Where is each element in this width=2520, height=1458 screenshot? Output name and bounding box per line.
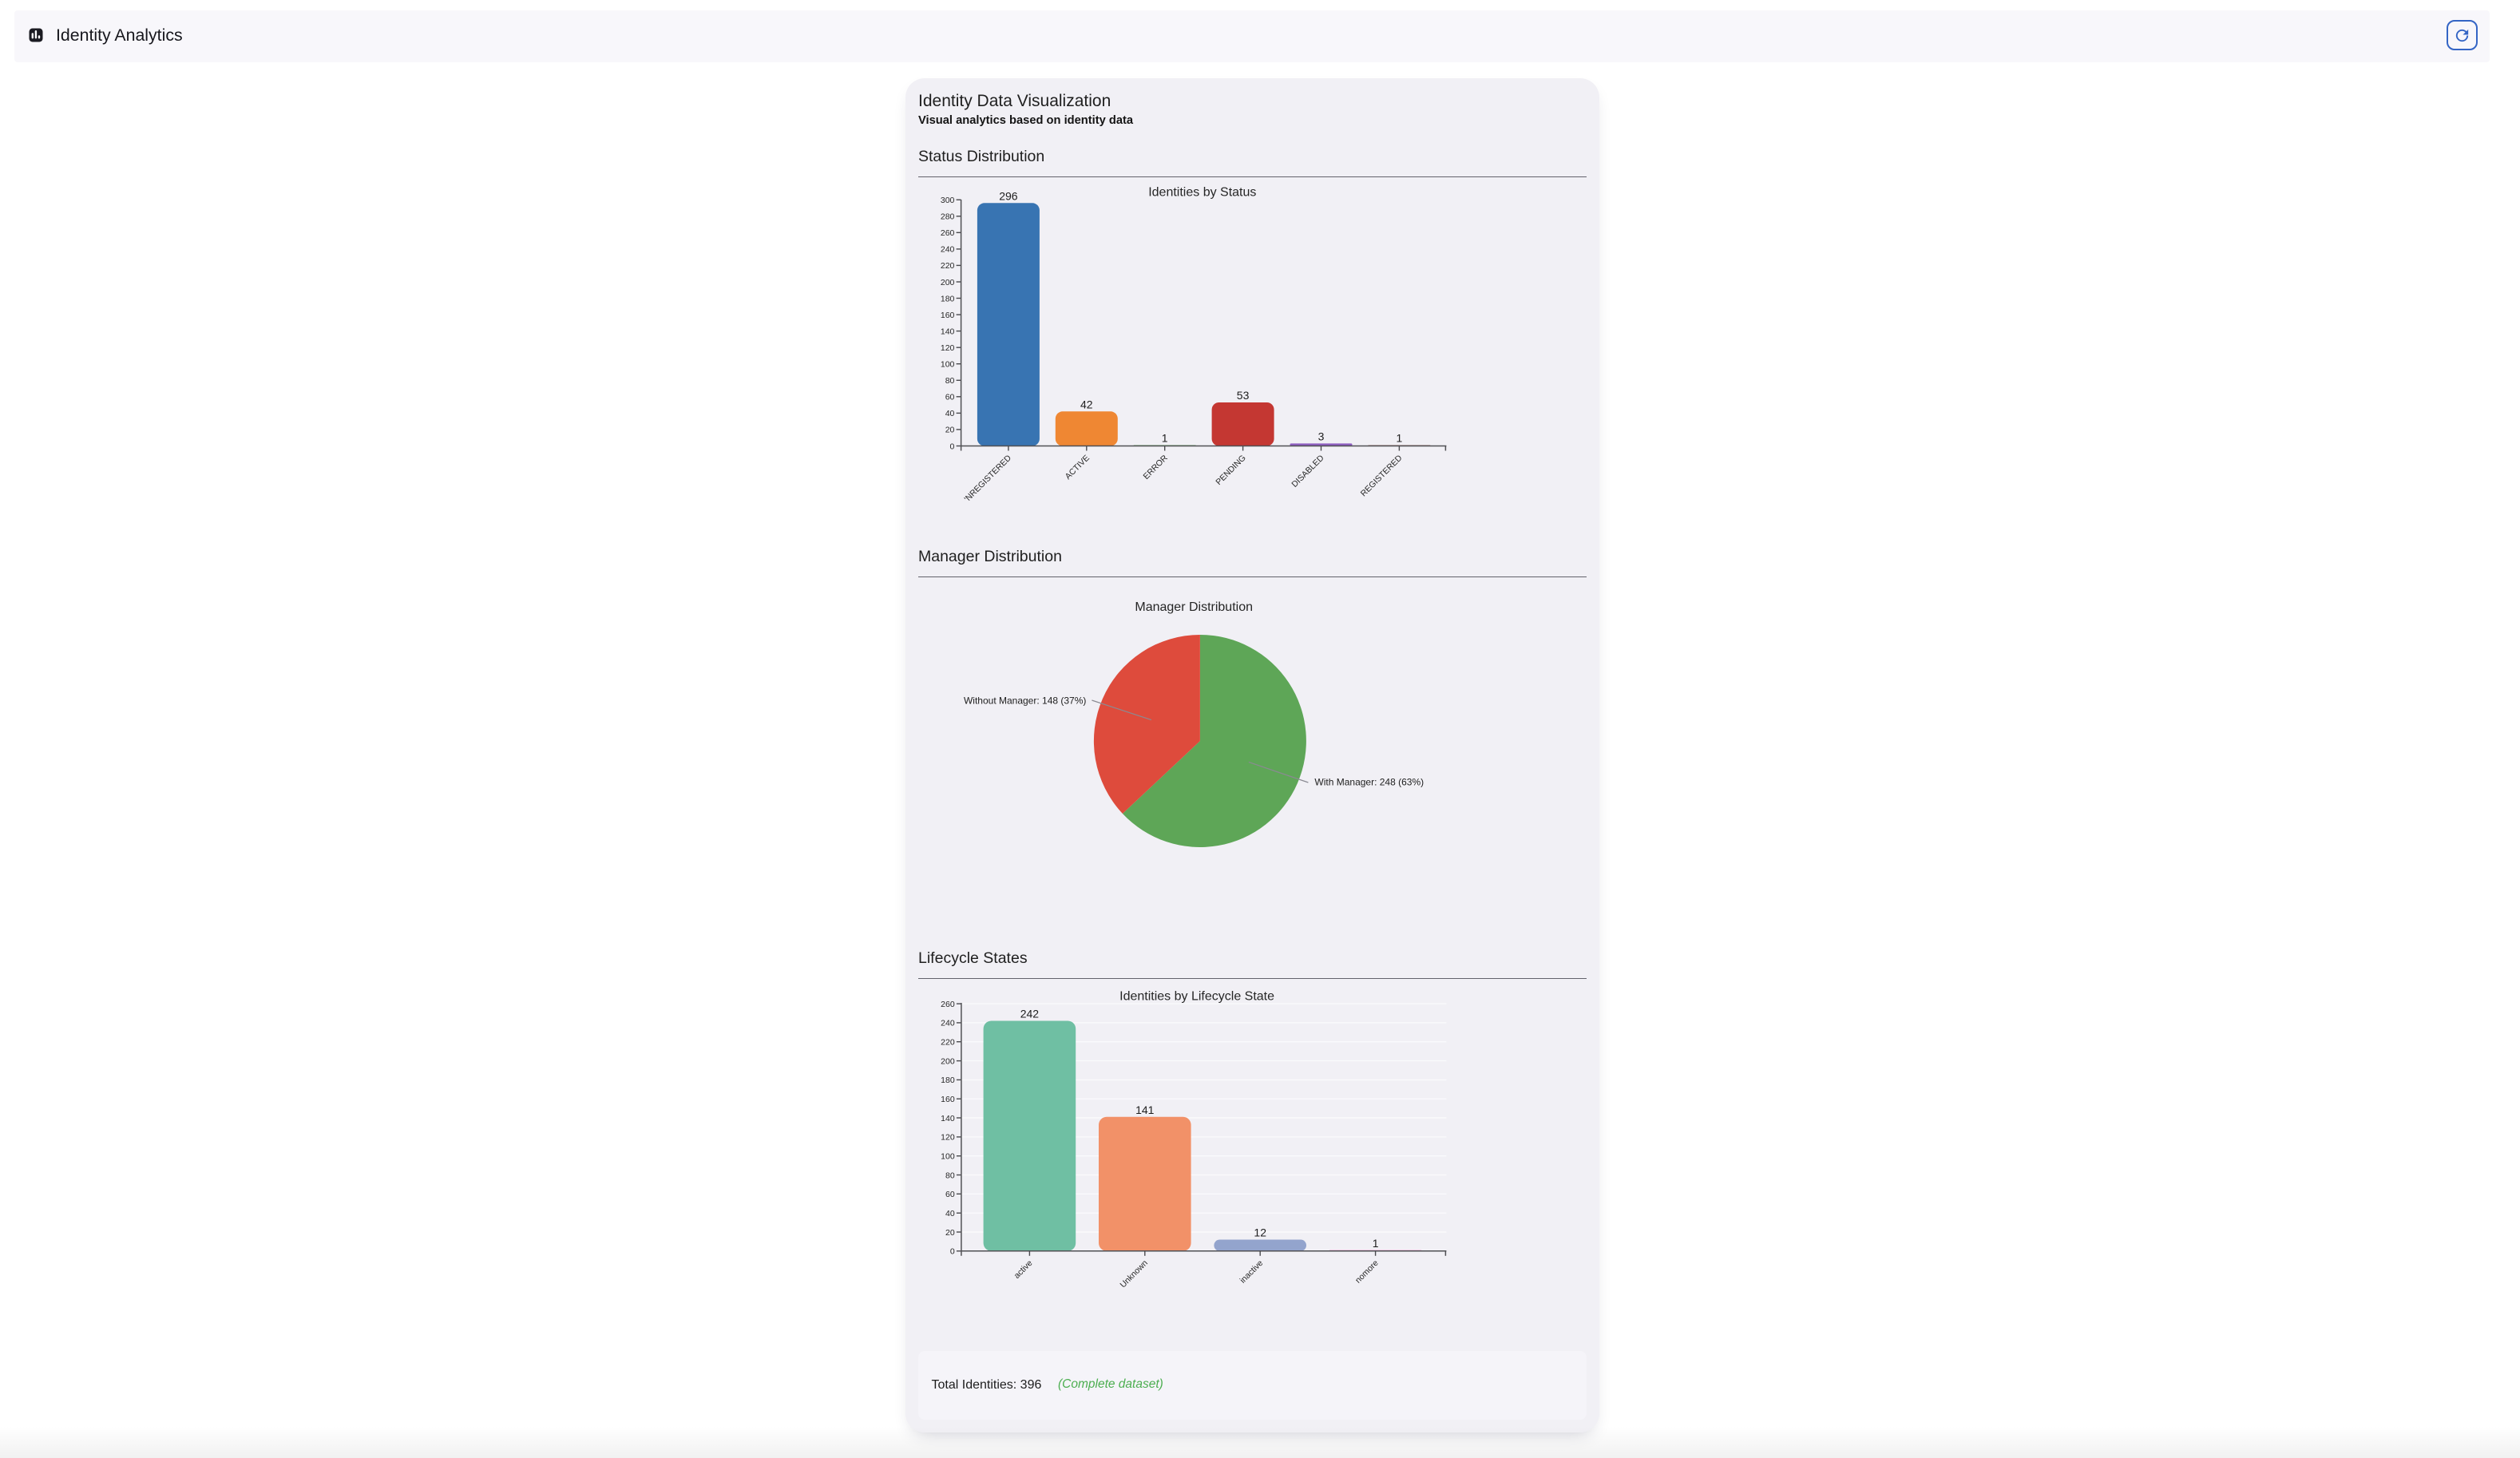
svg-text:140: 140 (941, 1114, 955, 1123)
svg-text:120: 120 (941, 1133, 955, 1143)
svg-text:20: 20 (945, 426, 954, 435)
svg-text:220: 220 (940, 261, 954, 271)
svg-text:Unknown: Unknown (1118, 1258, 1150, 1290)
svg-text:200: 200 (940, 278, 954, 287)
svg-text:100: 100 (941, 1151, 955, 1161)
svg-text:242: 242 (1020, 1008, 1039, 1020)
svg-text:nomore: nomore (1353, 1258, 1381, 1286)
svg-text:80: 80 (945, 1171, 955, 1180)
svg-text:Identities by Status: Identities by Status (1148, 186, 1256, 200)
svg-text:260: 260 (941, 1000, 955, 1009)
svg-text:80: 80 (945, 376, 954, 386)
svg-text:12: 12 (1254, 1226, 1266, 1239)
svg-text:120: 120 (940, 343, 954, 353)
svg-text:296: 296 (999, 189, 1018, 202)
svg-text:220: 220 (941, 1037, 955, 1047)
svg-text:300: 300 (940, 196, 954, 205)
svg-text:0: 0 (949, 1247, 954, 1257)
svg-text:180: 180 (940, 294, 954, 303)
svg-text:40: 40 (945, 1209, 955, 1218)
svg-text:141: 141 (1135, 1103, 1155, 1116)
svg-text:160: 160 (941, 1095, 955, 1104)
svg-text:1: 1 (1372, 1237, 1378, 1250)
svg-text:60: 60 (945, 393, 954, 402)
svg-text:40: 40 (945, 409, 954, 418)
svg-text:ACTIVE: ACTIVE (1063, 454, 1091, 481)
svg-text:ERROR: ERROR (1141, 453, 1170, 481)
svg-text:200: 200 (941, 1056, 955, 1066)
svg-text:'NREGISTERED: 'NREGISTERED (962, 453, 1013, 504)
svg-text:1: 1 (1396, 432, 1402, 445)
svg-text:160: 160 (940, 311, 954, 320)
svg-text:Manager Distribution: Manager Distribution (1135, 600, 1253, 614)
svg-text:240: 240 (941, 1019, 955, 1028)
svg-text:REGISTERED: REGISTERED (1358, 453, 1404, 498)
svg-text:180: 180 (941, 1076, 955, 1085)
svg-text:240: 240 (940, 245, 954, 255)
svg-text:Without Manager: 148 (37%): Without Manager: 148 (37%) (964, 695, 1086, 706)
svg-text:DISABLED: DISABLED (1290, 453, 1326, 489)
svg-text:280: 280 (940, 212, 954, 222)
svg-text:0: 0 (949, 442, 954, 451)
svg-text:60: 60 (945, 1190, 955, 1199)
svg-text:Identities by Lifecycle State: Identities by Lifecycle State (1119, 990, 1274, 1004)
svg-text:260: 260 (940, 228, 954, 238)
svg-text:140: 140 (940, 327, 954, 336)
svg-text:20: 20 (945, 1228, 955, 1238)
svg-text:With Manager: 248 (63%): With Manager: 248 (63%) (1314, 776, 1424, 787)
svg-text:3: 3 (1317, 430, 1324, 443)
svg-text:inactive: inactive (1238, 1258, 1265, 1286)
svg-text:100: 100 (940, 359, 954, 369)
svg-text:PENDING: PENDING (1214, 454, 1247, 487)
svg-text:53: 53 (1236, 389, 1249, 402)
svg-text:42: 42 (1080, 398, 1093, 410)
svg-text:active: active (1012, 1258, 1034, 1281)
svg-text:1: 1 (1161, 432, 1167, 445)
